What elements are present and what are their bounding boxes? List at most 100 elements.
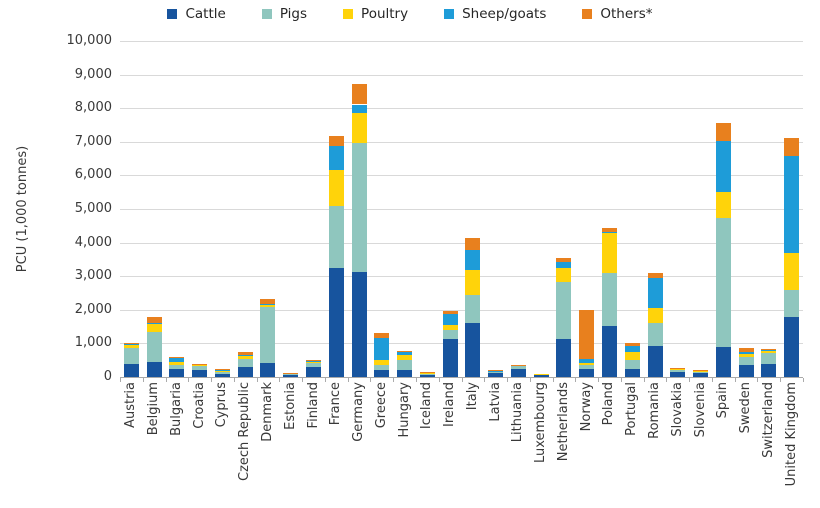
- x-axis-tick: [803, 378, 804, 382]
- bar-segment-croatia-pigs: [192, 365, 208, 370]
- bar-segment-belgium-cattle: [146, 361, 162, 377]
- y-axis-tick-label: 1,000: [74, 335, 112, 351]
- bar-segment-romania-cattle: [647, 346, 663, 377]
- bar-segment-lithuania-poultry: [510, 365, 526, 367]
- bar-segment-denmark-cattle: [260, 362, 276, 377]
- legend-item-cattle: Cattle: [167, 6, 226, 22]
- bar-segment-lithuania-cattle: [510, 368, 526, 377]
- x-axis-tick: [279, 378, 281, 382]
- gridline: [120, 175, 803, 177]
- legend-swatch-icon: [582, 9, 593, 19]
- bar-segment-croatia-poultry: [192, 364, 208, 366]
- x-axis-tick: [552, 378, 554, 382]
- bar-segment-slovakia-pigs: [670, 370, 686, 372]
- legend-item-sheep-goats: Sheep/goats: [444, 6, 546, 22]
- bar-segment-luxembourg-cattle: [533, 374, 549, 377]
- x-axis-category-label: Portugal: [624, 382, 640, 436]
- bar-segment-switzerland-cattle: [761, 363, 777, 377]
- bar-segment-spain-poultry: [715, 191, 731, 219]
- legend-item-pigs: Pigs: [261, 6, 307, 22]
- gridline: [120, 276, 803, 278]
- bar-segment-netherlands-sheep-goats: [556, 262, 572, 268]
- x-axis-category-label: Croatia: [191, 382, 207, 429]
- bar-segment-ireland-cattle: [442, 338, 458, 377]
- x-axis-tick: [188, 378, 190, 382]
- x-axis-tick: [370, 378, 372, 382]
- bar-segment-finland-poultry: [306, 360, 322, 363]
- bar-segment-norway-others: [579, 310, 595, 359]
- gridline: [120, 108, 803, 110]
- bar-segment-portugal-others: [624, 343, 640, 347]
- legend-swatch-icon: [444, 9, 455, 19]
- x-axis-tick: [529, 378, 531, 382]
- x-axis-tick: [666, 378, 668, 382]
- bar-segment-germany-others: [351, 83, 367, 105]
- bar-segment-cyprus-sheep-goats: [214, 369, 230, 372]
- x-axis-category-label: Lithuania: [510, 382, 526, 443]
- bar-segment-portugal-sheep-goats: [624, 346, 640, 352]
- bar-segment-estonia-pigs: [283, 373, 299, 375]
- bar-segment-germany-cattle: [351, 271, 367, 377]
- bar-segment-denmark-pigs: [260, 306, 276, 363]
- x-axis-tick: [780, 378, 782, 382]
- bar-segment-united-kingdom-others: [784, 137, 800, 157]
- bar-segment-italy-others: [465, 238, 481, 250]
- legend-swatch-icon: [343, 9, 354, 19]
- legend-label: Cattle: [185, 6, 226, 22]
- bar-segment-norway-pigs: [579, 365, 595, 369]
- x-axis-tick: [757, 378, 759, 382]
- bar-segment-germany-sheep-goats: [351, 104, 367, 113]
- x-axis-tick: [734, 378, 736, 382]
- x-axis-category-label: Latvia: [487, 382, 503, 422]
- bar-segment-romania-poultry: [647, 308, 663, 324]
- bar-segment-slovakia-poultry: [670, 368, 686, 371]
- bar-segment-slovenia-pigs: [693, 371, 709, 373]
- bar-segment-croatia-sheep-goats: [192, 363, 208, 365]
- bar-segment-hungary-pigs: [397, 360, 413, 371]
- bar-segment-germany-pigs: [351, 142, 367, 272]
- bar-segment-austria-cattle: [123, 363, 139, 377]
- y-axis-tick-label: 5,000: [74, 201, 112, 216]
- x-axis-tick: [507, 378, 509, 382]
- bar-segment-poland-pigs: [601, 273, 617, 327]
- y-axis-tick-label: 8,000: [74, 100, 112, 116]
- bar-segment-czech-republic-poultry: [237, 355, 253, 359]
- y-axis-title: PCU (1,000 tonnes): [15, 145, 30, 273]
- bar-segment-estonia-cattle: [283, 374, 299, 377]
- x-axis-category-label: Finland: [305, 382, 321, 429]
- x-axis-tick: [302, 378, 304, 382]
- y-axis-tick-label: 9,000: [74, 66, 112, 82]
- y-axis-tick-label: 3,000: [74, 268, 112, 284]
- gridline: [120, 74, 803, 76]
- x-axis-category-label: United Kingdom: [783, 382, 799, 487]
- bar-segment-poland-others: [601, 227, 617, 232]
- y-axis-tick-label: 10,000: [66, 33, 113, 48]
- bar-segment-switzerland-pigs: [761, 353, 777, 364]
- x-axis-category-label: Germany: [351, 382, 367, 442]
- bar-segment-ireland-sheep-goats: [442, 314, 458, 326]
- bar-segment-romania-sheep-goats: [647, 278, 663, 309]
- bar-segment-france-pigs: [328, 206, 344, 269]
- bar-segment-netherlands-others: [556, 258, 572, 263]
- bar-segment-slovenia-cattle: [693, 372, 709, 377]
- x-axis-category-label: Slovenia: [692, 382, 708, 438]
- bar-segment-greece-pigs: [374, 365, 390, 371]
- x-axis-tick: [211, 378, 213, 382]
- bar-segment-france-sheep-goats: [328, 146, 344, 170]
- x-axis-tick: [689, 378, 691, 382]
- bar-segment-finland-pigs: [306, 362, 322, 367]
- bar-segment-austria-poultry: [123, 345, 139, 349]
- x-axis-category-label: Luxembourg: [533, 382, 549, 464]
- bar-segment-cyprus-poultry: [214, 371, 230, 372]
- legend-item-poultry: Poultry: [343, 6, 408, 22]
- bar-segment-lithuania-pigs: [510, 366, 526, 369]
- x-axis-tick: [120, 378, 121, 382]
- x-axis-tick: [393, 378, 395, 382]
- bar-segment-denmark-poultry: [260, 304, 276, 307]
- x-axis-category-label: Slovakia: [669, 382, 685, 437]
- x-axis-category-label: Spain: [715, 382, 731, 419]
- bar-segment-slovakia-cattle: [670, 371, 686, 377]
- x-axis-tick: [643, 378, 645, 382]
- bar-segment-greece-cattle: [374, 370, 390, 377]
- legend-label: Poultry: [361, 6, 409, 22]
